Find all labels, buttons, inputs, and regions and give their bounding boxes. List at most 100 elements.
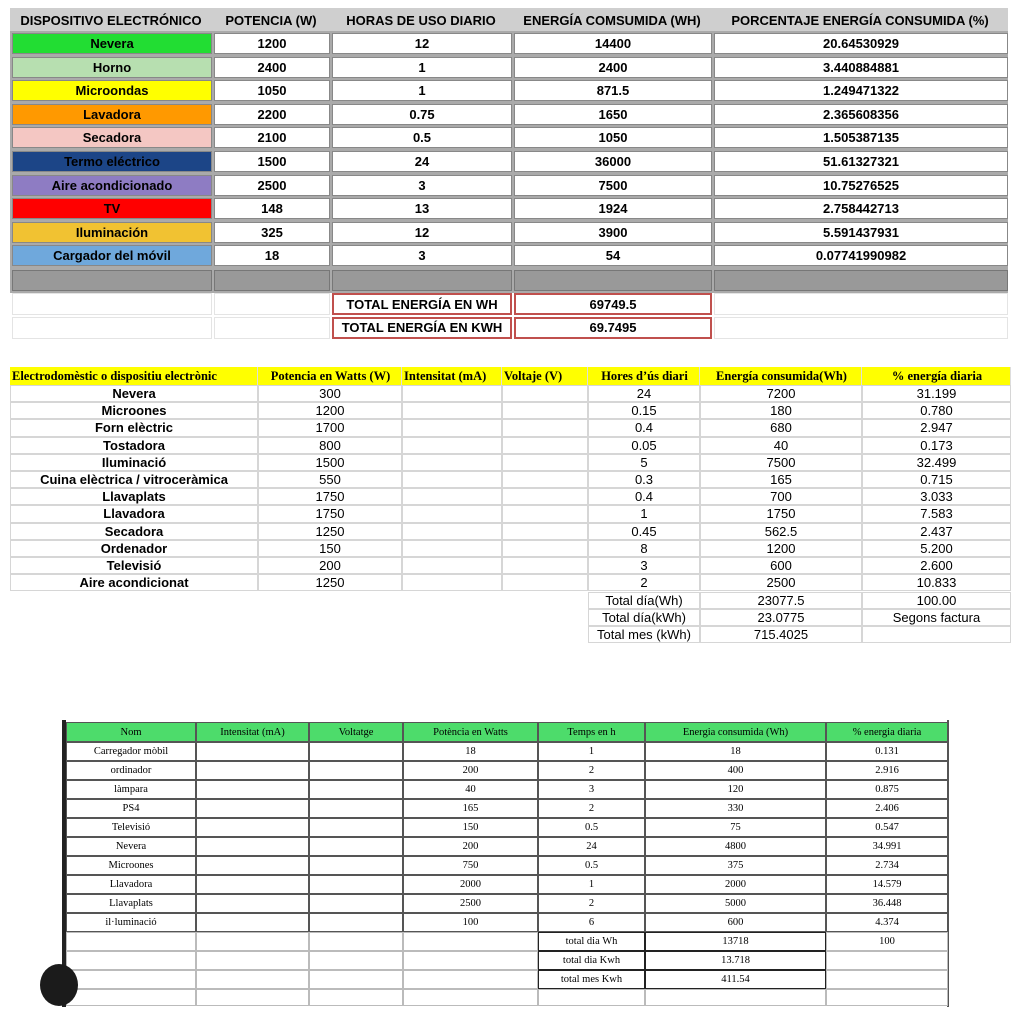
grid-cell [502,574,588,592]
cell: 5.200 [920,540,953,556]
device-cell: Horno [12,56,212,78]
grid-cell [196,932,309,951]
grid-cell [66,818,196,837]
grid-cell [502,385,588,403]
grid-cell [309,970,403,989]
grid-cell [10,385,258,403]
grid-cell [502,539,588,557]
header-cell: % energía diaria [862,367,1011,385]
grid-cell [645,818,826,837]
cell: 700 [770,489,792,505]
total-cell: 23.0775 [757,609,805,625]
cell: 120 [727,784,744,795]
cell: 18 [465,746,476,757]
total-cell: total mes Kwh [560,974,623,985]
cell: 0.07741990982 [714,245,1008,267]
cell: 3 [332,245,512,267]
cell: 1250 [315,575,345,591]
cell: Llavaplats [102,489,166,505]
grid-cell [403,742,538,761]
cell: 2 [588,803,595,814]
cell: 40 [465,784,476,795]
cell: 2 [640,575,648,591]
header-cell: Electrodomèstic o dispositiu electrònic [10,367,258,385]
grid-cell [538,894,645,913]
grid-cell [588,539,700,557]
grid-cell [10,505,258,523]
cell: 300 [319,386,341,402]
header-cell: PORCENTAJE ENERGÍA CONSUMIDA (%) [712,9,1008,31]
grid-cell [862,591,1011,609]
grid-cell [538,818,645,837]
grid-cell [66,761,196,780]
cell: 7500 [766,454,796,470]
cell: PS4 [122,803,140,814]
grid-cell [66,989,196,1006]
cell: Tostadora [103,437,165,453]
device-cell: TV [12,198,212,220]
grid-cell [10,453,258,471]
cell: 0.45 [631,523,657,539]
cell: 18 [214,245,330,267]
grid-cell [700,419,862,437]
grid-cell [403,818,538,837]
grid-cell [196,951,309,970]
grid-cell [588,591,700,609]
cell: 750 [462,860,479,871]
grid-cell [588,557,700,575]
grid-cell [826,780,948,799]
grid-cell [10,522,258,540]
grid-cell [66,951,196,970]
grid-cell [862,488,1011,506]
cell: 2.947 [920,420,953,436]
grid-cell [403,970,538,989]
grid-cell [538,970,645,989]
total-cell: 100.00 [916,592,957,608]
cell: 2000 [460,879,481,890]
cell: Llavadora [109,879,153,890]
grid-cell [10,419,258,437]
grid-cell [196,818,309,837]
cell: 10.75276525 [714,174,1008,196]
grid-cell [66,932,196,951]
header-cell: Voltatge [309,722,403,742]
grid-cell [700,436,862,454]
cell: 8 [640,540,648,556]
total-cell: 13.718 [721,955,750,966]
cell: 1200 [315,403,345,419]
grid-cell [862,625,1011,644]
grid-cell [826,875,948,894]
cell: 7500 [514,174,712,196]
total-cell: total dia Kwh [562,955,621,966]
cell: 550 [319,472,341,488]
grid-cell [645,932,826,951]
cell: 0.780 [920,403,953,419]
cell: 2200 [214,103,330,125]
grid-cell [538,951,645,970]
grid-cell [258,385,402,403]
cell: 400 [727,765,744,776]
grid-cell [402,505,502,523]
cell: 100 [462,917,479,928]
grid-cell [700,402,862,420]
cell: Llavaplats [109,898,153,909]
cell: 24 [636,386,652,402]
cell: Secadora [104,523,164,539]
total-cell: 715.4025 [753,626,809,642]
grid-cell [826,970,948,989]
grid-cell [700,557,862,575]
grid-cell [502,557,588,575]
cell: 2.916 [875,765,899,776]
grid-cell [700,608,862,626]
grid-cell [826,932,948,951]
grid-cell [862,453,1011,471]
cell: 0.3 [634,472,654,488]
cell: 2 [588,898,595,909]
device-cell: Microondas [12,80,212,102]
cell: Nevera [112,386,156,402]
cell: 3 [332,174,512,196]
grid-cell [862,522,1011,540]
cell: Llavadora [103,506,165,522]
cell: 6 [588,917,595,928]
total-cell: total dia Wh [565,936,618,947]
